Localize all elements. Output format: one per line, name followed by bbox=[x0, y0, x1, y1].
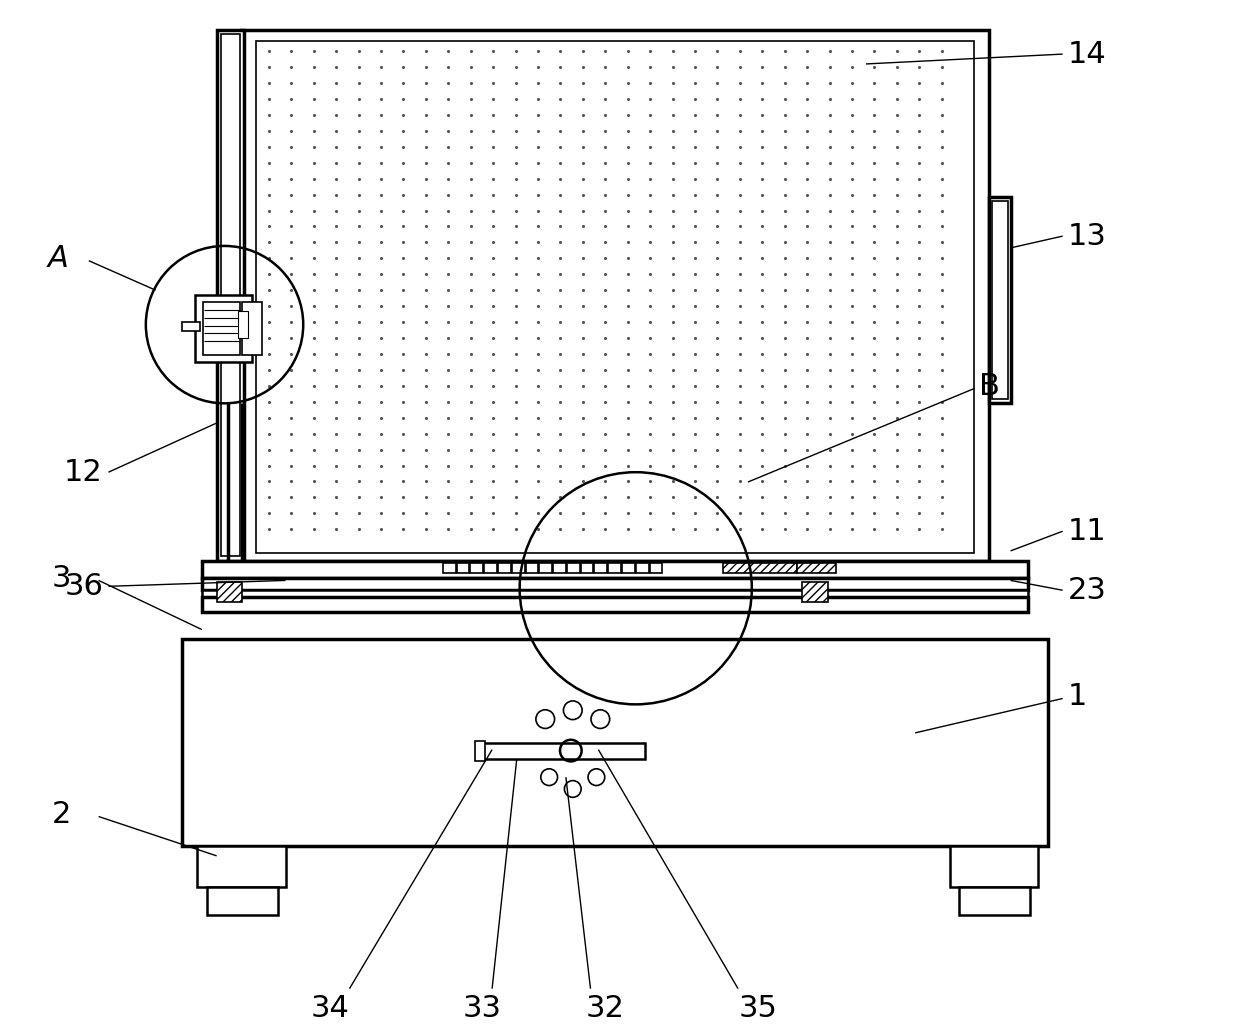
Text: B: B bbox=[980, 372, 999, 401]
Text: 12: 12 bbox=[64, 458, 103, 486]
Bar bbox=[470, 562, 484, 573]
Text: 23: 23 bbox=[1068, 576, 1106, 604]
Text: 1: 1 bbox=[1068, 682, 1087, 711]
Text: 35: 35 bbox=[738, 993, 777, 1023]
Bar bbox=[203, 302, 241, 355]
Bar bbox=[594, 562, 608, 573]
Bar bbox=[526, 562, 538, 573]
Text: 11: 11 bbox=[1068, 517, 1106, 546]
Text: 34: 34 bbox=[310, 993, 350, 1023]
Bar bbox=[950, 846, 1038, 887]
Bar bbox=[242, 30, 990, 561]
Bar bbox=[512, 562, 525, 573]
Bar bbox=[197, 846, 285, 887]
Bar bbox=[636, 562, 649, 573]
Bar bbox=[797, 562, 837, 573]
Bar bbox=[443, 562, 456, 573]
Bar bbox=[960, 887, 1030, 915]
Bar bbox=[622, 562, 635, 573]
Bar bbox=[217, 30, 244, 561]
Bar bbox=[539, 562, 552, 573]
Text: A: A bbox=[47, 244, 68, 273]
Bar bbox=[580, 562, 594, 573]
Bar bbox=[553, 562, 565, 573]
Bar bbox=[242, 302, 262, 355]
Bar bbox=[182, 639, 1048, 846]
Bar bbox=[255, 41, 975, 553]
Bar bbox=[238, 311, 248, 339]
Bar bbox=[482, 743, 645, 759]
Bar bbox=[498, 562, 511, 573]
Text: 13: 13 bbox=[1068, 222, 1106, 250]
Bar bbox=[992, 201, 1008, 399]
Text: 3: 3 bbox=[51, 564, 71, 593]
Bar bbox=[650, 562, 662, 573]
Text: 33: 33 bbox=[463, 993, 502, 1023]
Bar bbox=[182, 322, 200, 330]
Bar bbox=[485, 562, 497, 573]
Bar bbox=[723, 562, 797, 573]
Text: 32: 32 bbox=[585, 993, 625, 1023]
Text: 2: 2 bbox=[51, 800, 71, 829]
Bar bbox=[456, 562, 470, 573]
Bar bbox=[207, 887, 278, 915]
Bar bbox=[802, 583, 827, 602]
Text: 36: 36 bbox=[64, 571, 103, 601]
Bar bbox=[202, 597, 1028, 611]
Bar bbox=[202, 579, 1028, 590]
Bar bbox=[990, 197, 1011, 403]
Bar bbox=[475, 741, 485, 761]
Text: 14: 14 bbox=[1068, 40, 1106, 69]
Bar bbox=[567, 562, 579, 573]
Bar bbox=[202, 561, 1028, 579]
Bar bbox=[202, 590, 1028, 597]
Bar bbox=[608, 562, 621, 573]
Bar bbox=[195, 295, 252, 362]
Bar bbox=[217, 583, 242, 602]
Bar bbox=[221, 35, 241, 556]
